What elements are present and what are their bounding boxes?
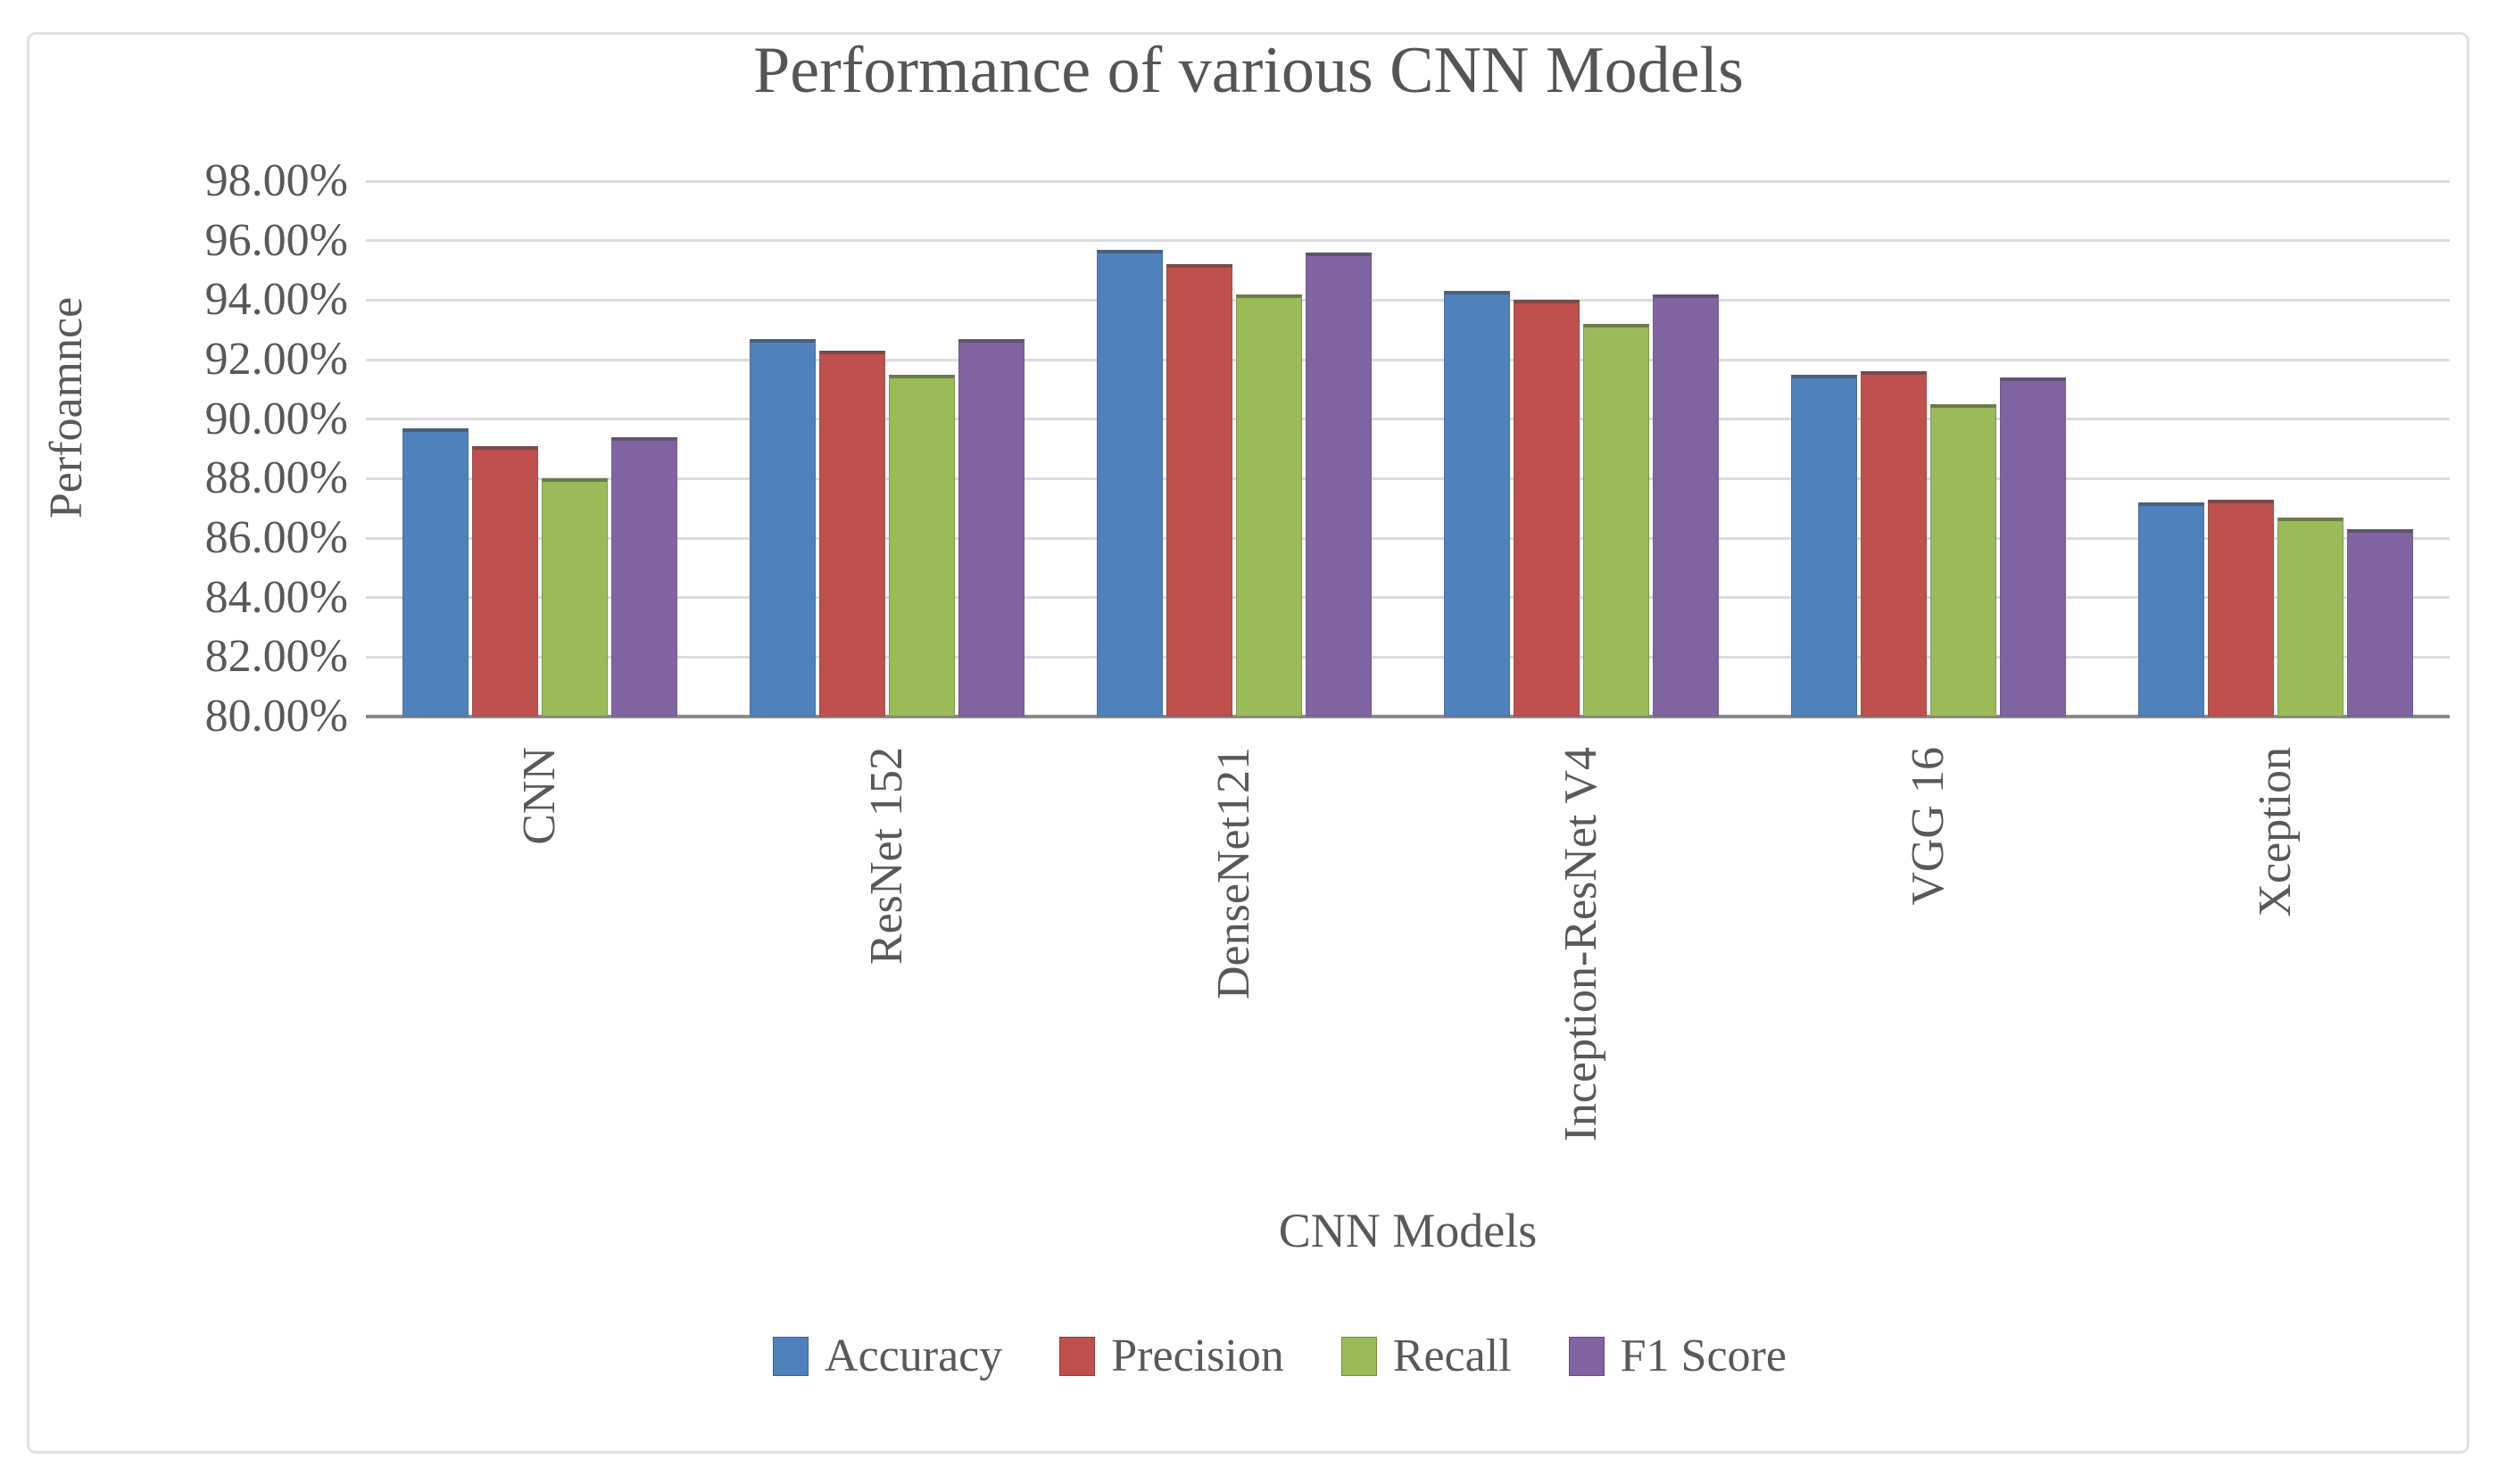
- legend: Accuracy Precision Recall F1 Score: [0, 1331, 2497, 1381]
- y-tick-label-96-00-: 96.00%: [204, 214, 348, 266]
- gridline-84-00-: [366, 596, 2450, 600]
- legend-item-accuracy: Accuracy: [773, 1331, 1002, 1381]
- y-tick-label-98-00-: 98.00%: [204, 155, 348, 206]
- bar-inception-resnet-v4-recall: [1583, 324, 1650, 717]
- y-tick-label-86-00-: 86.00%: [204, 512, 348, 563]
- legend-swatch-recall: [1340, 1337, 1377, 1376]
- legend-label-precision: Precision: [1111, 1331, 1284, 1381]
- legend-swatch-precision: [1059, 1337, 1096, 1376]
- bar-vgg-16-f1-score: [2000, 377, 2067, 717]
- bar-xception-accuracy: [2138, 502, 2205, 717]
- legend-item-precision: Precision: [1059, 1331, 1284, 1381]
- bar-densenet121-accuracy: [1096, 249, 1163, 717]
- bar-vgg-16-accuracy: [1791, 374, 1858, 717]
- bar-inception-resnet-v4-f1-score: [1653, 294, 1720, 717]
- gridline-86-00-: [366, 536, 2450, 540]
- bar-cnn-f1-score: [610, 436, 677, 717]
- x-category-label-cnn: CNN: [513, 747, 565, 845]
- bar-cnn-precision: [471, 445, 538, 717]
- y-tick-label-82-00-: 82.00%: [204, 631, 348, 683]
- legend-item-recall: Recall: [1340, 1331, 1512, 1381]
- bar-inception-resnet-v4-accuracy: [1444, 291, 1511, 717]
- bar-xception-precision: [2208, 499, 2275, 717]
- legend-label-recall: Recall: [1392, 1331, 1512, 1381]
- gridline-88-00-: [366, 477, 2450, 480]
- gridline-94-00-: [366, 298, 2450, 302]
- legend-label-f1-score: F1 Score: [1620, 1331, 1787, 1381]
- x-category-label-resnet-152: ResNet 152: [860, 747, 912, 966]
- legend-item-f1-score: F1 Score: [1568, 1331, 1787, 1381]
- gridline-96-00-: [366, 239, 2450, 243]
- x-category-label-inception-resnet-v4: Inception-ResNet V4: [1555, 747, 1607, 1142]
- y-tick-label-94-00-: 94.00%: [204, 274, 348, 326]
- legend-swatch-accuracy: [773, 1337, 809, 1376]
- x-axis-line: [366, 715, 2450, 718]
- gridline-98-00-: [366, 179, 2450, 183]
- legend-label-accuracy: Accuracy: [825, 1331, 1003, 1381]
- legend-swatch-f1-score: [1568, 1337, 1605, 1376]
- bar-inception-resnet-v4-precision: [1514, 300, 1580, 717]
- y-tick-label-84-00-: 84.00%: [204, 571, 348, 623]
- y-tick-label-90-00-: 90.00%: [204, 393, 348, 444]
- gridline-90-00-: [366, 418, 2450, 421]
- bar-vgg-16-precision: [1861, 371, 1928, 717]
- chart-title: Performance of various CNN Models: [753, 34, 1744, 107]
- x-axis-title: CNN Models: [1278, 1204, 1538, 1257]
- bar-cnn-accuracy: [402, 427, 469, 717]
- bar-resnet-152-f1-score: [958, 338, 1025, 717]
- bar-densenet121-f1-score: [1305, 253, 1372, 717]
- y-tick-label-92-00-: 92.00%: [204, 334, 348, 385]
- gridline-92-00-: [366, 358, 2450, 361]
- bar-resnet-152-precision: [818, 351, 885, 717]
- x-category-label-vgg-16: VGG 16: [1903, 747, 1954, 906]
- y-tick-label-88-00-: 88.00%: [204, 452, 348, 504]
- bar-densenet121-precision: [1166, 264, 1232, 717]
- bar-resnet-152-accuracy: [749, 338, 816, 717]
- bar-xception-f1-score: [2347, 529, 2414, 717]
- bar-resnet-152-recall: [888, 374, 955, 717]
- plot-area: [366, 179, 2450, 718]
- bar-cnn-recall: [541, 478, 608, 717]
- y-tick-label-80-00-: 80.00%: [204, 691, 348, 742]
- chart-panel-border: [27, 32, 2469, 1454]
- bar-xception-recall: [2277, 517, 2344, 717]
- gridline-82-00-: [366, 655, 2450, 659]
- bar-vgg-16-recall: [1930, 404, 1997, 717]
- x-category-label-xception: Xception: [2250, 747, 2302, 917]
- x-category-label-densenet121: DenseNet121: [1207, 747, 1259, 1000]
- bar-densenet121-recall: [1235, 294, 1302, 717]
